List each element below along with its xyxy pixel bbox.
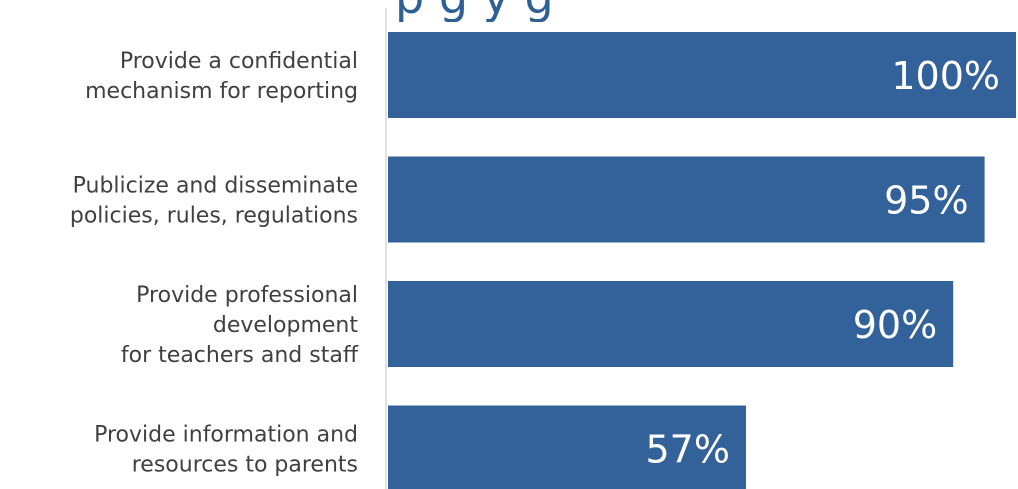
category-label-2: Publicize and disseminate policies, rules… — [70, 174, 358, 229]
category-labels-group: Provide a confidential mechanism for repo… — [70, 49, 359, 478]
category-label-line: Publicize and disseminate — [73, 174, 358, 199]
category-label-line: for teachers and staff — [121, 343, 359, 368]
bar-value-label-1: 100% — [891, 54, 1000, 98]
category-label-line: Provide information and — [94, 423, 358, 448]
category-label-line: resources to parents — [132, 453, 358, 478]
category-label-line: Provide a confidential — [120, 49, 358, 74]
bar-value-label-4: 57% — [645, 428, 729, 472]
bar-2 — [388, 156, 985, 243]
category-label-line: policies, rules, regulations — [70, 204, 358, 229]
bar-value-label-3: 90% — [853, 303, 937, 347]
category-label-line: development — [213, 313, 359, 338]
category-label-line: mechanism for reporting — [85, 79, 358, 104]
category-label-line: Provide professional — [136, 283, 358, 308]
category-label-4: Provide information and resources to pare… — [94, 423, 358, 478]
bars-group: 100% 95% 90% 57% — [388, 32, 1016, 489]
category-label-3: Provide professional development for teach… — [121, 283, 359, 368]
bar-4 — [388, 405, 746, 489]
bar-3 — [388, 281, 954, 367]
chart-title-fragment: p g y g — [395, 0, 554, 22]
bar-1 — [388, 32, 1016, 118]
bar-value-label-2: 95% — [884, 179, 968, 223]
category-label-1: Provide a confidential mechanism for repo… — [85, 49, 358, 104]
